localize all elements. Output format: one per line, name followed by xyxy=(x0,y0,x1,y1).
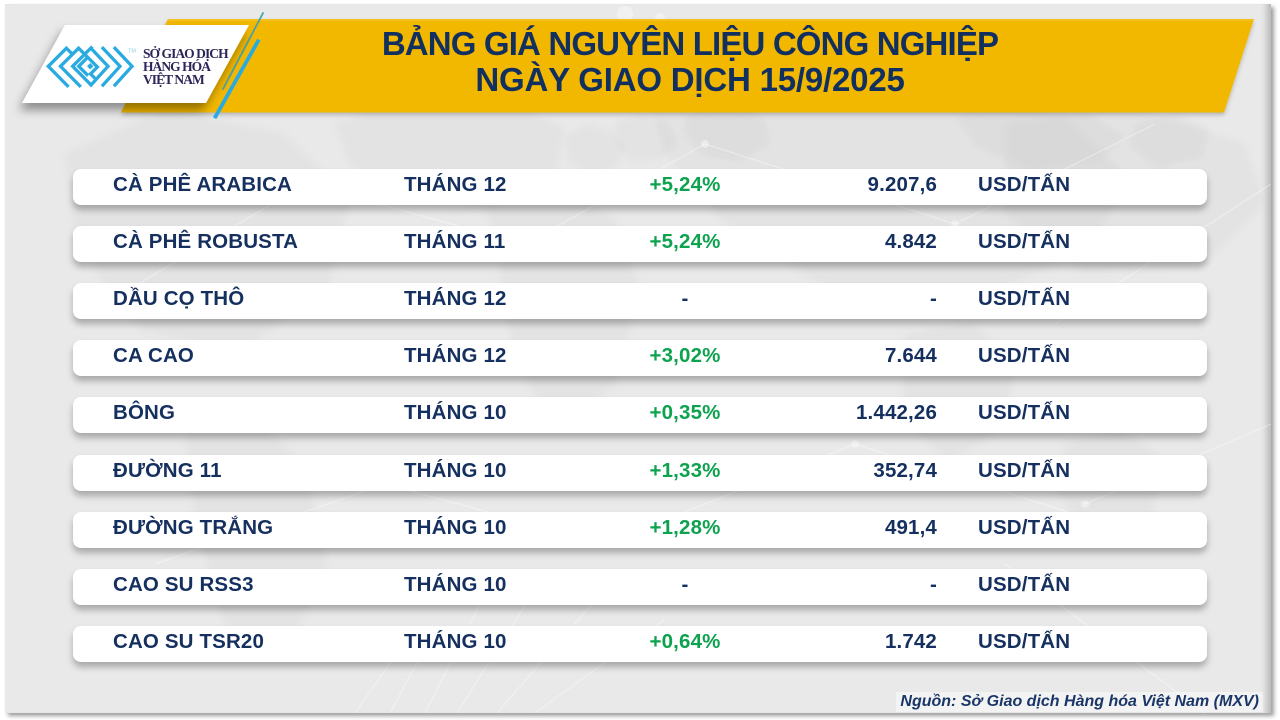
svg-text:TM: TM xyxy=(128,49,136,55)
